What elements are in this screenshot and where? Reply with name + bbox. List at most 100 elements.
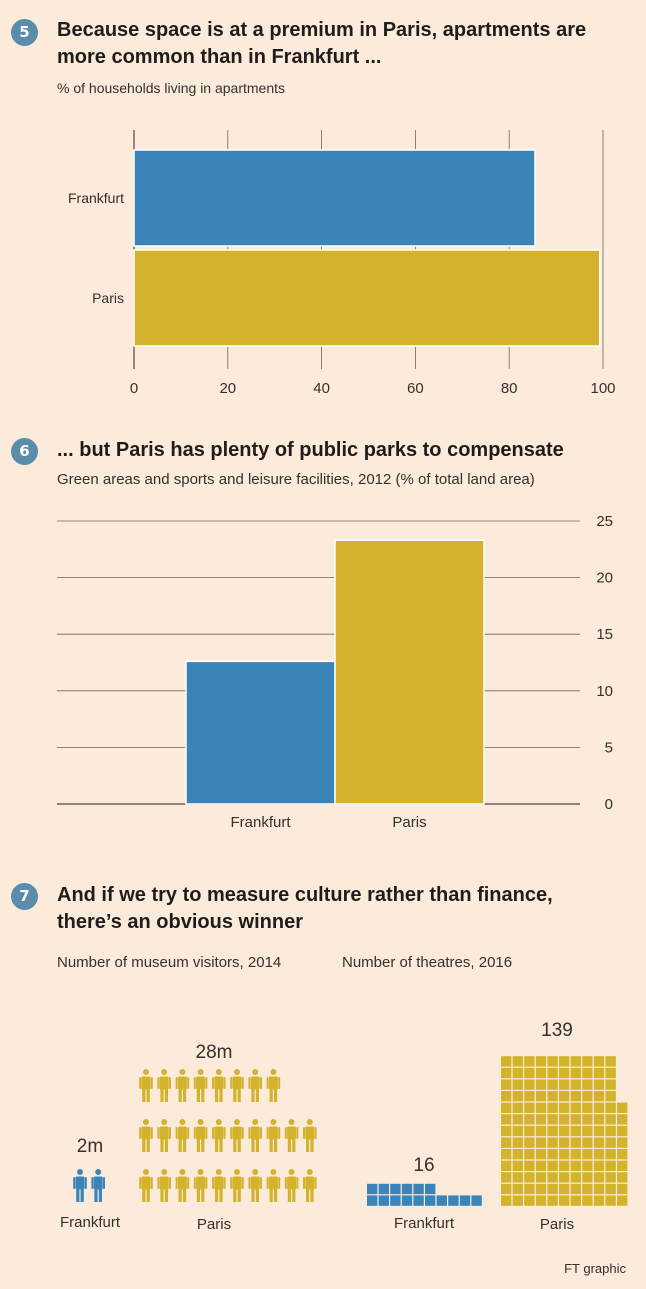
tick-label: 25 (596, 513, 613, 530)
museum-visitor-icon-paris (212, 1119, 226, 1152)
source-credit: FT graphic (564, 1261, 626, 1276)
tick-label: 10 (596, 683, 613, 700)
theatre-square-paris (593, 1137, 605, 1148)
theatre-square-paris (582, 1067, 593, 1079)
theatre-square-paris (547, 1195, 558, 1206)
theatre-square-paris (524, 1125, 535, 1137)
theatre-square-paris (570, 1195, 581, 1206)
theatre-square-paris (570, 1172, 581, 1183)
theatre-square-paris (617, 1102, 628, 1113)
tick-label: 15 (596, 626, 613, 643)
theatre-square-paris (524, 1091, 535, 1102)
museum-visitor-icon-paris (157, 1069, 171, 1102)
theatre-square-paris (582, 1183, 593, 1195)
theatre-square-paris (570, 1114, 581, 1125)
theatre-square-paris (559, 1160, 570, 1171)
theatre-square-paris (547, 1137, 558, 1148)
museum-visitor-icon-paris (303, 1169, 317, 1202)
museum-visitor-icon-paris (157, 1119, 171, 1152)
theatre-square-paris (524, 1102, 535, 1113)
tick-label: 60 (407, 380, 424, 397)
theatre-square-paris (617, 1137, 628, 1148)
theatre-square-paris (512, 1056, 523, 1067)
theatre-square-paris (559, 1137, 570, 1148)
theatre-square-paris (547, 1125, 558, 1137)
theatre-square-paris (501, 1137, 512, 1148)
theatre-square-paris (501, 1195, 512, 1206)
theatre-square-paris (512, 1149, 523, 1160)
theatre-square-paris (605, 1056, 616, 1067)
theatre-square-paris (512, 1183, 523, 1195)
theatre-square-paris (559, 1102, 570, 1113)
theatre-square-paris (570, 1067, 581, 1079)
theatre-square-paris (501, 1079, 512, 1090)
theatre-square-paris (512, 1102, 523, 1113)
tick-label: 5 (605, 739, 613, 756)
theatre-square-frankfurt (448, 1195, 459, 1206)
bar-paris (133, 249, 601, 347)
theatre-square-paris (547, 1149, 558, 1160)
theatre-square-frankfurt (390, 1195, 401, 1206)
theatre-square-paris (501, 1067, 512, 1079)
theatre-square-paris (524, 1114, 535, 1125)
theatre-square-paris (605, 1149, 616, 1160)
theatre-square-paris (524, 1172, 535, 1183)
theatre-square-paris (593, 1160, 605, 1171)
theatre-square-paris (535, 1172, 547, 1183)
theatre-square-paris (512, 1114, 523, 1125)
theatre-square-paris (617, 1195, 628, 1206)
theatre-square-paris (582, 1160, 593, 1171)
theatre-square-paris (605, 1079, 616, 1090)
museum-visitor-icon-paris (230, 1119, 244, 1152)
theatre-square-paris (570, 1102, 581, 1113)
chart-7-title: And if we try to measure culture rather … (57, 884, 553, 933)
theatre-square-paris (570, 1056, 581, 1067)
museum-visitor-icon-paris (303, 1119, 317, 1152)
theatre-square-paris (501, 1125, 512, 1137)
theatre-square-paris (582, 1079, 593, 1090)
theatre-square-paris (524, 1067, 535, 1079)
theatre-square-paris (593, 1195, 605, 1206)
tick-label: 80 (501, 380, 518, 397)
theatre-square-paris (605, 1137, 616, 1148)
theatre-square-paris (524, 1056, 535, 1067)
museum-visitor-icon-paris (139, 1169, 153, 1202)
theatre-square-paris (547, 1067, 558, 1079)
theatre-square-paris (535, 1067, 547, 1079)
theatre-square-paris (593, 1056, 605, 1067)
theatre-square-paris (512, 1195, 523, 1206)
theatre-square-paris (547, 1091, 558, 1102)
chart-5-subtitle: % of households living in apartments (57, 80, 286, 96)
chart-7-subtitle-museums: Number of museum visitors, 2014 (57, 954, 282, 971)
theatre-square-paris (501, 1056, 512, 1067)
theatre-square-paris (582, 1056, 593, 1067)
theatre-square-frankfurt (425, 1195, 436, 1206)
theatre-square-paris (512, 1160, 523, 1171)
theatre-square-paris (512, 1079, 523, 1090)
museum-visitor-icon-paris (266, 1069, 281, 1102)
theatre-square-paris (617, 1149, 628, 1160)
museum-visitor-icon-paris (139, 1069, 153, 1102)
theatre-square-paris (582, 1091, 593, 1102)
museum-visitor-icon-frankfurt (73, 1169, 87, 1202)
theatre-square-paris (582, 1114, 593, 1125)
bar-frankfurt (185, 660, 336, 805)
theatre-square-paris (547, 1114, 558, 1125)
theatre-square-paris (593, 1172, 605, 1183)
museum-visitor-icon-paris (157, 1169, 171, 1202)
museum-visitor-icon-paris (212, 1069, 226, 1102)
museum-visitor-icon-paris (284, 1119, 299, 1152)
tick-label: 20 (219, 380, 236, 397)
museum-visitor-icon-paris (139, 1119, 153, 1152)
category-label-paris: Paris (92, 290, 124, 306)
theatre-square-paris (593, 1067, 605, 1079)
theatre-square-paris (535, 1195, 547, 1206)
theatre-square-paris (559, 1172, 570, 1183)
value-label-museum-frankfurt: 2m (77, 1136, 103, 1157)
museum-visitor-icon-paris (230, 1069, 244, 1102)
museum-visitor-icon-paris (193, 1069, 208, 1102)
tick-label: 40 (313, 380, 330, 397)
theatre-square-frankfurt (401, 1183, 413, 1195)
theatre-square-paris (593, 1149, 605, 1160)
theatre-square-paris (535, 1160, 547, 1171)
